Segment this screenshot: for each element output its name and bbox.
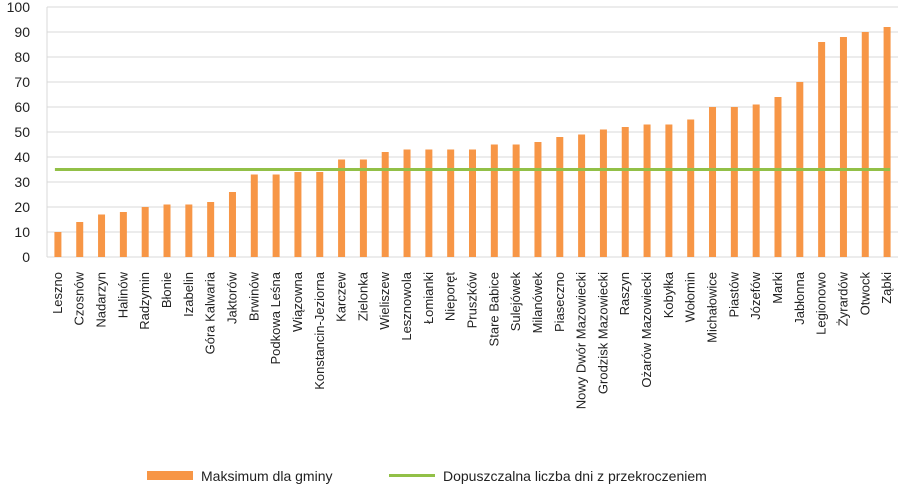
- x-tick-label: Radzymin: [137, 272, 152, 330]
- bar: [294, 172, 302, 257]
- bar: [185, 204, 193, 257]
- bar: [119, 212, 127, 257]
- y-tick-label: 40: [14, 149, 30, 165]
- x-tick-label: Leszno: [50, 272, 65, 314]
- bar: [359, 159, 367, 257]
- x-tick-label: Lesznowola: [399, 271, 414, 340]
- bar: [556, 137, 564, 257]
- bar: [578, 134, 586, 257]
- bar: [141, 207, 149, 257]
- bar: [774, 97, 782, 257]
- bar: [381, 152, 389, 257]
- x-axis-labels: Leszno Czosnów Nadarzyn Halinów Radzymin Błon…: [50, 271, 894, 409]
- x-tick-label: Halinów: [115, 271, 130, 318]
- x-tick-label: Stare Babice: [486, 272, 501, 346]
- x-tick-label: Pruszków: [465, 271, 480, 328]
- y-tick-label: 10: [14, 224, 30, 240]
- bars: [54, 27, 891, 257]
- legend-item-line: Dopuszczalna liczba dni z przekroczeniem: [389, 466, 707, 485]
- bar: [839, 37, 847, 257]
- x-tick-label: Otwock: [857, 272, 872, 316]
- legend-label-bar: Maksimum dla gminy: [201, 467, 333, 484]
- bar: [687, 119, 695, 257]
- bar: [709, 107, 717, 257]
- bar: [54, 232, 62, 257]
- y-axis-ticks: 0 10 20 30 40 50 60 70 80 90 100: [7, 0, 31, 265]
- x-tick-label: Grodzisk Mazowiecki: [595, 272, 610, 394]
- x-tick-label: Wołomin: [683, 272, 698, 322]
- bar: [338, 159, 346, 257]
- bar: [752, 104, 760, 257]
- bar: [730, 107, 738, 257]
- bar: [512, 144, 520, 257]
- x-tick-label: Raszyn: [617, 272, 632, 315]
- x-tick-label: Kobyłka: [661, 271, 676, 318]
- x-tick-label: Ząbki: [879, 272, 894, 304]
- x-tick-label: Józefów: [748, 271, 763, 319]
- x-tick-label: Góra Kalwaria: [203, 271, 218, 354]
- x-tick-label: Ożarów Mazowiecki: [639, 272, 654, 388]
- bar: [76, 222, 84, 257]
- x-tick-label: Karczew: [334, 271, 349, 321]
- y-tick-label: 30: [14, 174, 30, 190]
- x-tick-label: Nadarzyn: [94, 272, 109, 328]
- bar: [490, 144, 498, 257]
- bar: [599, 129, 607, 257]
- x-tick-label: Milanówek: [530, 272, 545, 334]
- bar: [272, 174, 280, 257]
- y-tick-label: 100: [7, 0, 31, 15]
- x-tick-label: Wieliszew: [377, 271, 392, 329]
- legend-label-line: Dopuszczalna liczba dni z przekroczeniem: [443, 467, 707, 484]
- bar: [818, 42, 826, 257]
- bar: [228, 192, 236, 257]
- bar: [98, 214, 106, 257]
- bar: [447, 149, 455, 257]
- x-tick-label: Marki: [770, 272, 785, 304]
- bar: [883, 27, 891, 257]
- x-tick-label: Piastów: [726, 271, 741, 317]
- bar: [534, 142, 542, 257]
- x-tick-label: Błonie: [159, 272, 174, 308]
- x-tick-label: Konstancin-Jeziorna: [312, 271, 327, 390]
- x-tick-label: Nieporęt: [443, 272, 458, 322]
- legend: Maksimum dla gminy Dopuszczalna liczba d…: [0, 466, 898, 485]
- legend-item-bar: Maksimum dla gminy: [147, 466, 332, 485]
- y-tick-label: 60: [14, 99, 30, 115]
- x-tick-label: Podkowa Leśna: [268, 271, 283, 364]
- bar: [403, 149, 411, 257]
- bar: [643, 124, 651, 257]
- x-tick-label: Łomianki: [421, 272, 436, 324]
- x-tick-label: Jabłonna: [792, 271, 807, 325]
- y-tick-label: 80: [14, 49, 30, 65]
- bar: [207, 202, 215, 257]
- bar: [316, 172, 324, 257]
- x-tick-label: Legionowo: [814, 272, 829, 335]
- y-tick-label: 70: [14, 74, 30, 90]
- y-tick-label: 90: [14, 24, 30, 40]
- x-tick-label: Piaseczno: [552, 272, 567, 332]
- y-tick-label: 50: [14, 124, 30, 140]
- bar: [621, 127, 629, 257]
- bar: [469, 149, 476, 257]
- x-tick-label: Wiązowna: [290, 271, 305, 332]
- x-tick-label: Michałowice: [705, 272, 720, 343]
- bar: [861, 32, 869, 257]
- x-tick-label: Czosnów: [72, 271, 87, 325]
- bar: [425, 149, 433, 257]
- x-tick-label: Nowy Dwór Mazowiecki: [574, 272, 589, 409]
- y-tick-label: 0: [22, 249, 30, 265]
- x-tick-label: Sulejówek: [508, 272, 523, 332]
- bar: [250, 174, 258, 257]
- y-tick-label: 20: [14, 199, 30, 215]
- x-tick-label: Jaktorów: [224, 271, 239, 324]
- x-tick-label: Izabelin: [181, 272, 196, 317]
- bar: [163, 204, 171, 257]
- legend-swatch-line: [389, 474, 435, 477]
- legend-swatch-bar: [147, 471, 193, 480]
- bar: [665, 124, 673, 257]
- x-tick-label: Brwinów: [246, 271, 261, 321]
- x-tick-label: Żyrardów: [835, 271, 850, 326]
- x-tick-label: Zielonka: [355, 271, 370, 321]
